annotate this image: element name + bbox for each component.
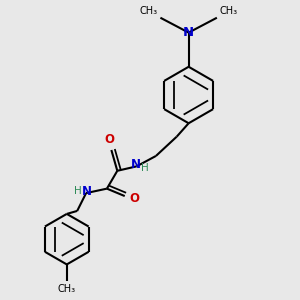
Text: H: H bbox=[74, 186, 82, 196]
Text: O: O bbox=[105, 134, 115, 146]
Text: N: N bbox=[82, 185, 92, 198]
Text: CH₃: CH₃ bbox=[220, 6, 238, 16]
Text: H: H bbox=[141, 163, 149, 173]
Text: CH₃: CH₃ bbox=[58, 284, 76, 294]
Text: CH₃: CH₃ bbox=[139, 6, 158, 16]
Text: O: O bbox=[129, 192, 139, 205]
Text: N: N bbox=[183, 26, 194, 39]
Text: N: N bbox=[131, 158, 141, 171]
